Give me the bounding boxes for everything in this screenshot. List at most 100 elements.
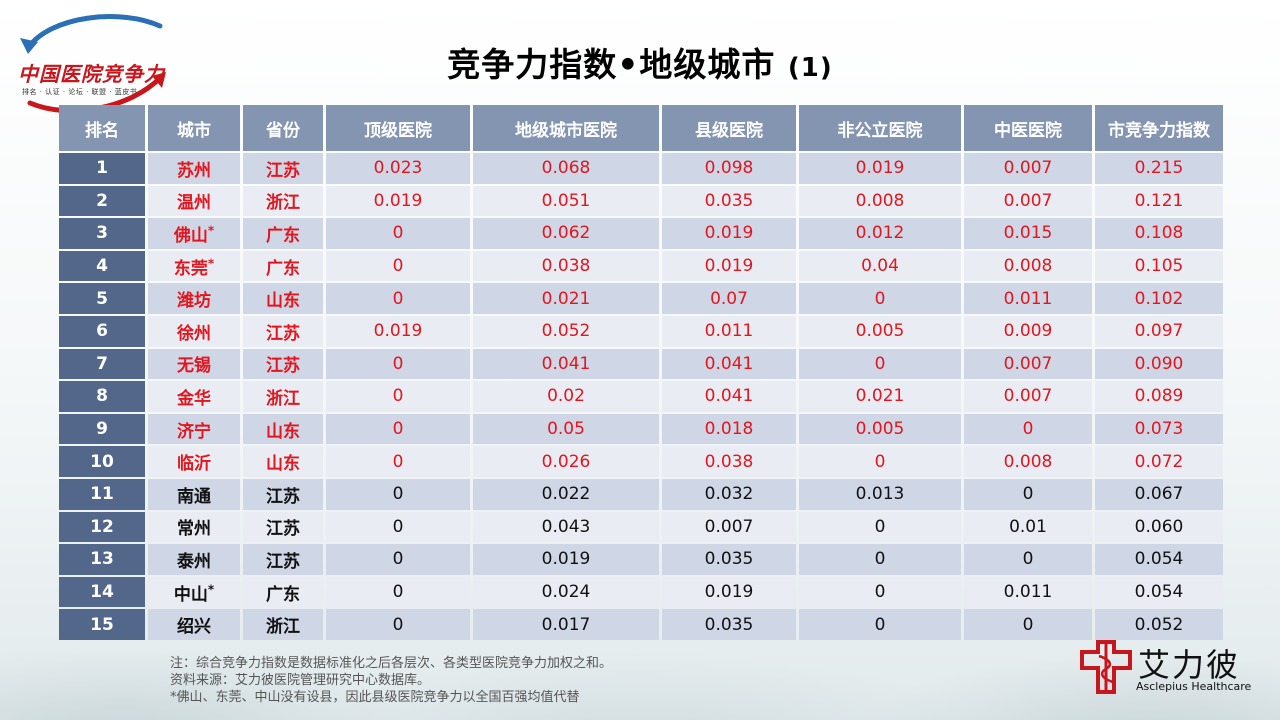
cell-city-index: 0.067 — [1095, 478, 1223, 510]
cell-city-text: 金华 — [177, 388, 211, 409]
cell-tcm-hospital-text: 0.01 — [1009, 516, 1047, 537]
cell-county-hospital: 0.035 — [662, 185, 796, 217]
cell-private-hospital: 0 — [799, 511, 961, 543]
cell-city-index-text: 0.060 — [1134, 516, 1184, 537]
cell-prefecture-hospital: 0.02 — [473, 381, 659, 412]
cell-province-text: 江苏 — [266, 160, 300, 181]
logo-title: 中国医院竞争力 — [18, 62, 165, 86]
table-row: 3 佛山* 广东 0 0.062 0.019 0.012 0.015 0.108 — [59, 218, 1223, 249]
cell-prefecture-hospital: 0.021 — [473, 283, 659, 314]
cell-city: 徐州 — [148, 315, 240, 347]
cell-city-index-text: 0.102 — [1134, 288, 1184, 309]
cell-city-text: 常州 — [177, 519, 211, 540]
cell-rank-text: 2 — [96, 190, 108, 211]
cell-private-hospital: 0 — [799, 283, 961, 314]
cell-county-hospital-text: 0.035 — [704, 190, 754, 211]
cell-private-hospital: 0.005 — [799, 315, 961, 347]
header-city: 城市 — [148, 105, 240, 151]
cell-province-text: 广东 — [266, 225, 300, 246]
cell-prefecture-hospital-text: 0.068 — [541, 158, 591, 179]
cell-rank: 1 — [59, 153, 145, 184]
cell-province-text: 浙江 — [266, 388, 300, 409]
cell-county-hospital: 0.018 — [662, 413, 796, 445]
cell-tcm-hospital-text: 0 — [1022, 614, 1034, 635]
cell-prefecture-hospital: 0.041 — [473, 348, 659, 380]
cell-rank: 13 — [59, 544, 145, 575]
cell-city-text: 南通 — [177, 486, 211, 507]
cell-province-text: 广东 — [266, 584, 300, 605]
cell-province: 江苏 — [243, 315, 323, 347]
cell-city-index-text: 0.054 — [1134, 582, 1184, 603]
cell-prefecture-hospital: 0.022 — [473, 478, 659, 510]
cell-tcm-hospital-text: 0 — [1022, 549, 1034, 570]
cell-prefecture-hospital: 0.05 — [473, 413, 659, 445]
table-row: 13 泰州 江苏 0 0.019 0.035 0 0 0.054 — [59, 544, 1223, 575]
cell-tcm-hospital-text: 0.007 — [1003, 190, 1053, 211]
cell-city: 金华 — [148, 381, 240, 412]
cell-rank-text: 5 — [96, 288, 108, 309]
cell-private-hospital-text: 0.008 — [855, 190, 905, 211]
cell-tcm-hospital: 0.015 — [964, 218, 1092, 249]
table-row: 10 临沂 山东 0 0.026 0.038 0 0.008 0.072 — [59, 446, 1223, 477]
table-row: 1 苏州 江苏 0.023 0.068 0.098 0.019 0.007 0.215 — [59, 153, 1223, 184]
cell-rank-text: 8 — [96, 386, 108, 407]
cell-top-hospital: 0.023 — [326, 153, 470, 184]
cell-county-hospital: 0.041 — [662, 381, 796, 412]
cell-rank: 7 — [59, 348, 145, 380]
cell-top-hospital-text: 0 — [392, 484, 404, 505]
table-row: 14 中山* 广东 0 0.024 0.019 0 0.011 0.054 — [59, 576, 1223, 608]
cell-province-text: 江苏 — [266, 519, 300, 540]
cell-rank: 2 — [59, 185, 145, 217]
cell-city: 温州 — [148, 185, 240, 217]
cell-rank-text: 1 — [96, 158, 108, 179]
cell-province-text: 广东 — [266, 258, 300, 279]
cell-rank: 11 — [59, 478, 145, 510]
cell-city-index: 0.054 — [1095, 544, 1223, 575]
cell-county-hospital: 0.041 — [662, 348, 796, 380]
cell-tcm-hospital-text: 0 — [1022, 419, 1034, 440]
cell-province: 江苏 — [243, 478, 323, 510]
header-city-index: 市竞争力指数 — [1095, 105, 1223, 151]
cell-county-hospital-text: 0.041 — [704, 353, 754, 374]
cell-rank: 3 — [59, 218, 145, 249]
cell-top-hospital-text: 0 — [392, 288, 404, 309]
cell-county-hospital: 0.011 — [662, 315, 796, 347]
footnote-2: 资料来源：艾力彼医院管理研究中心数据库。 — [170, 673, 431, 688]
cell-top-hospital-text: 0 — [392, 582, 404, 603]
cell-prefecture-hospital-text: 0.041 — [541, 353, 591, 374]
cell-top-hospital: 0 — [326, 511, 470, 543]
footnote-1: 注：综合竞争力指数是数据标准化之后各层次、各类型医院竞争力加权之和。 — [170, 656, 613, 671]
cell-city-text: 徐州 — [177, 323, 211, 344]
cell-private-hospital-text: 0 — [874, 582, 886, 603]
cell-city-index-text: 0.067 — [1134, 484, 1184, 505]
cell-private-hospital-text: 0 — [874, 451, 886, 472]
red-cross-caduceus-icon — [1080, 640, 1132, 694]
cell-top-hospital: 0 — [326, 544, 470, 575]
brand-name: 艾力彼 — [1138, 646, 1241, 684]
cell-province: 浙江 — [243, 185, 323, 217]
cell-private-hospital-text: 0.005 — [855, 321, 905, 342]
city-competitiveness-table: 排名 城市 省份 顶级医院 地级城市医院 县级医院 非公立医院 中医医院 市竞争… — [56, 103, 1226, 642]
cell-county-hospital-text: 0.019 — [704, 582, 754, 603]
table-body: 1 苏州 江苏 0.023 0.068 0.098 0.019 0.007 0.215 2 温州 浙江… — [59, 153, 1223, 640]
cell-city: 佛山* — [148, 218, 240, 249]
cell-prefecture-hospital-text: 0.05 — [547, 419, 585, 440]
cell-prefecture-hospital: 0.019 — [473, 544, 659, 575]
cell-top-hospital-text: 0.019 — [373, 190, 423, 211]
cell-rank: 14 — [59, 576, 145, 608]
cell-top-hospital: 0.019 — [326, 185, 470, 217]
cell-province: 山东 — [243, 446, 323, 477]
cell-top-hospital-text: 0 — [392, 451, 404, 472]
cell-province-text: 浙江 — [266, 617, 300, 638]
cell-tcm-hospital-text: 0.009 — [1003, 321, 1053, 342]
cell-top-hospital-text: 0 — [392, 256, 404, 277]
cell-prefecture-hospital: 0.052 — [473, 315, 659, 347]
cell-city-index: 0.072 — [1095, 446, 1223, 477]
cell-city-index: 0.105 — [1095, 250, 1223, 282]
cell-city-index: 0.060 — [1095, 511, 1223, 543]
cell-private-hospital: 0.008 — [799, 185, 961, 217]
page-title: 竞争力指数•地级城市 (1) — [0, 38, 1280, 86]
cell-province-text: 江苏 — [266, 356, 300, 377]
cell-province: 浙江 — [243, 609, 323, 640]
cell-tcm-hospital: 0.008 — [964, 446, 1092, 477]
